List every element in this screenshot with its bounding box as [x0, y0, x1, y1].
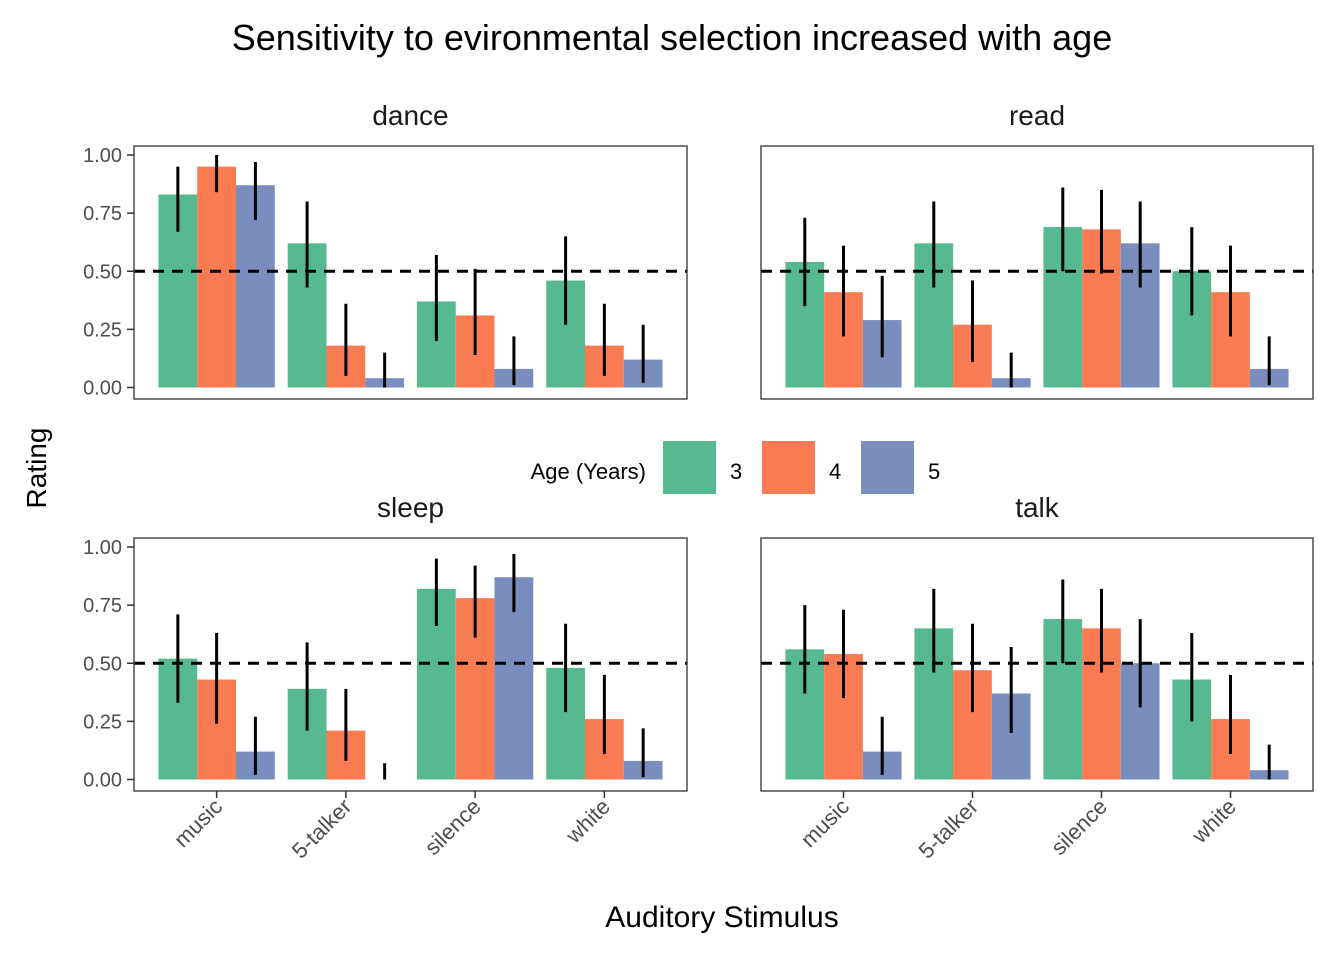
chart-title: Sensitivity to evironmental selection in…	[232, 17, 1112, 58]
panel-read: read	[760, 100, 1314, 400]
y-tick-label-dance-0.50: 0.50	[83, 261, 122, 283]
panel-sleep: sleep 0.00 0.25 0.50 0.75 1.00 music 5-talker si…	[83, 492, 688, 864]
panel-talk: talk music 5-talker silence white	[760, 492, 1314, 864]
panel-border-sleep	[133, 537, 688, 792]
y-tick-label-sleep-0.75: 0.75	[83, 595, 122, 617]
y-axis-label: Rating	[21, 428, 52, 509]
legend-label-5: 5	[928, 459, 940, 484]
panel-border-dance	[133, 145, 688, 400]
legend-title: Age (Years)	[531, 459, 646, 484]
legend: Age (Years) 3 4 5	[531, 441, 940, 494]
x-tick-label-talk-silence: silence	[1046, 794, 1112, 860]
y-tick-label-sleep-0.50: 0.50	[83, 653, 122, 675]
y-tick-label-sleep-1.00: 1.00	[83, 537, 122, 559]
x-tick-label-talk-5-talker: 5-talker	[913, 794, 983, 864]
y-tick-label-sleep-0.25: 0.25	[83, 711, 122, 733]
x-axis-label: Auditory Stimulus	[605, 901, 838, 934]
x-tick-label-sleep-5-talker: 5-talker	[287, 794, 357, 864]
panel-border-read	[760, 145, 1314, 400]
panel-title-dance: dance	[372, 100, 448, 131]
y-tick-label-dance-0.00: 0.00	[83, 378, 122, 400]
legend-key-5	[861, 441, 914, 494]
y-tick-label-dance-1.00: 1.00	[83, 145, 122, 167]
x-tick-label-sleep-silence: silence	[420, 794, 486, 860]
panel-title-read: read	[1009, 100, 1065, 131]
y-tick-label-dance-0.75: 0.75	[83, 203, 122, 225]
y-tick-label-dance-0.25: 0.25	[83, 319, 122, 341]
legend-key-3	[663, 441, 716, 494]
x-tick-label-sleep-white: white	[560, 794, 615, 849]
panel-dance: dance 0.00 0.25 0.50 0.75 1.00	[83, 100, 688, 400]
legend-label-3: 3	[730, 459, 742, 484]
x-tick-label-talk-white: white	[1186, 794, 1241, 849]
panels-layer: dance 0.00 0.25 0.50 0.75 1.00 read sleep 0.00 0.…	[83, 100, 1314, 864]
legend-label-4: 4	[829, 459, 841, 484]
panel-title-talk: talk	[1015, 492, 1060, 523]
panel-title-sleep: sleep	[377, 492, 444, 523]
bar-dance-music-age-4	[197, 166, 237, 388]
y-tick-label-sleep-0.00: 0.00	[83, 770, 122, 792]
panel-border-talk	[760, 537, 1314, 792]
x-tick-label-talk-music: music	[796, 794, 854, 852]
x-tick-label-sleep-music: music	[169, 794, 227, 852]
legend-key-4	[762, 441, 815, 494]
